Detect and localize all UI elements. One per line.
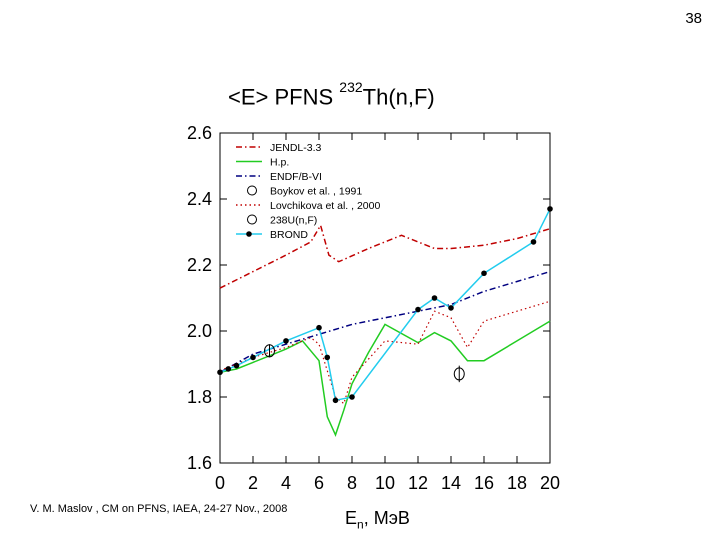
y-tick-label: 2.0 (187, 321, 212, 341)
legend: JENDL-3.3 H.p. ENDF/B-VI Boykov et al. , 19… (236, 142, 380, 241)
x-tick-label: 0 (215, 473, 225, 493)
brond-point (250, 354, 256, 361)
x-tick-label: 8 (347, 473, 357, 493)
legend-label: BROND (270, 229, 308, 241)
x-tick-label: 6 (314, 473, 324, 493)
xlabel-unit: , MэВ (363, 508, 410, 528)
brond-point (225, 366, 232, 372)
x-tick-label: 20 (540, 473, 560, 493)
y-tick-label: 2.6 (187, 123, 212, 143)
x-tick-label: 14 (441, 473, 461, 493)
brond-point (349, 394, 355, 400)
238u-n-f-point (453, 367, 465, 381)
brond-point (431, 295, 438, 301)
x-axis-label: En, MэВ (345, 508, 410, 532)
brond-point (448, 305, 454, 311)
brond-point (481, 270, 487, 277)
title-main: <E> PFNS (228, 84, 340, 110)
h-p-line (219, 320, 551, 437)
y-tick-label: 1.8 (187, 387, 212, 407)
brond-point (233, 362, 240, 369)
chart-title: <E> PFNS 232Th(n,F) (228, 79, 435, 110)
x-tick-label: 10 (375, 473, 395, 493)
legend-marker-238u-n-f (247, 214, 257, 225)
brond-point (332, 397, 339, 404)
x-tick-label: 12 (408, 473, 428, 493)
legend-label: H.p. (270, 157, 289, 169)
brond-point (217, 369, 223, 376)
x-tick-label: 16 (474, 473, 494, 493)
legend-label: Boykov et al. , 1991 (270, 186, 362, 198)
legend-marker-brond (246, 231, 252, 237)
xlabel-subscript: n (357, 517, 364, 532)
y-tick-label: 2.4 (187, 189, 212, 209)
lovchikova-et-al-2000-line (219, 300, 551, 405)
title-reaction: Th(n,F) (362, 84, 435, 110)
y-tick-label: 2.2 (187, 255, 212, 275)
page-number: 38 (685, 10, 702, 27)
series-layer (217, 206, 553, 437)
x-tick-label: 2 (248, 473, 258, 493)
title-isotope-mass: 232 (339, 79, 363, 95)
legend-label: Lovchikova et al. , 2000 (270, 200, 380, 212)
brond-point (547, 206, 553, 212)
brond-point (530, 239, 537, 245)
brond-point (324, 354, 331, 361)
footer-citation: V. M. Maslov , CM on PFNS, IAEA, 24-27 N… (30, 503, 288, 515)
legend-label: 238U(n,F) (270, 215, 317, 227)
brond-point (415, 306, 421, 313)
brond-point (316, 324, 322, 331)
brond-point (283, 338, 289, 344)
legend-marker-boykov-et-al-1991 (247, 185, 257, 196)
x-tick-label: 4 (281, 473, 291, 493)
x-tick-label: 18 (507, 473, 527, 493)
boykov-et-al-1991-point (264, 344, 275, 358)
xlabel-main: E (345, 508, 358, 528)
y-tick-label: 1.6 (187, 453, 212, 473)
axis-ticks: 0 2 4 6 8 10 12 14 16 18 20 1.6 1.8 2.0 2.2 2.4 2.6 (187, 123, 560, 493)
endf-b-vi-line (219, 270, 551, 373)
legend-label: JENDL-3.3 (270, 142, 322, 154)
legend-label: ENDF/B-VI (270, 171, 322, 183)
jendl-3-3-line (219, 223, 551, 289)
